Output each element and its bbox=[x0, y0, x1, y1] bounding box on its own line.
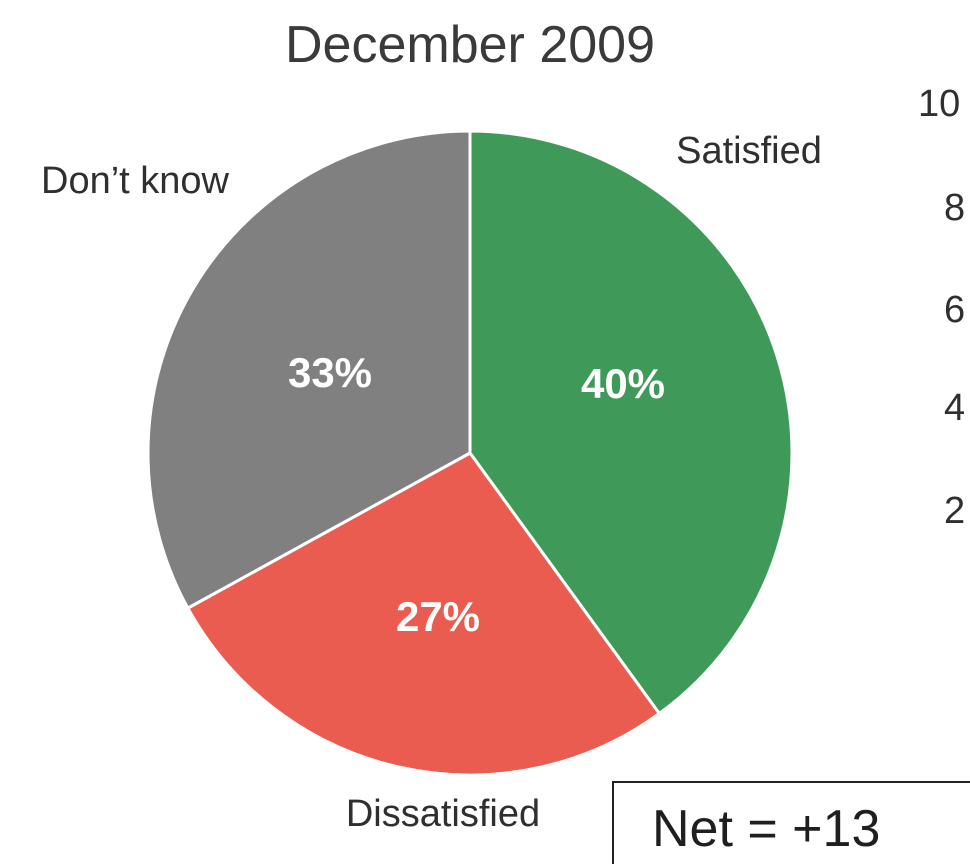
slice-label-dissatisfied: Dissatisfied bbox=[346, 793, 540, 835]
axis-tick-10: 10 bbox=[918, 83, 960, 125]
axis-tick-8: 8 bbox=[944, 187, 965, 229]
partial-axis: 10 8 6 4 2 bbox=[918, 83, 965, 532]
axis-tick-6: 6 bbox=[944, 289, 965, 331]
pie-slice-dont-know bbox=[146, 129, 472, 610]
pie-slice-dissatisfied bbox=[186, 451, 661, 777]
net-annotation-box: Net = +13 bbox=[612, 781, 970, 864]
net-annotation-text: Net = +13 bbox=[652, 800, 880, 858]
axis-tick-2: 2 bbox=[944, 490, 965, 532]
slice-value-label-dont-know: 33% bbox=[288, 349, 372, 396]
pie-slice-satisfied bbox=[468, 129, 794, 716]
chart-title: December 2009 bbox=[285, 16, 655, 74]
slice-value-label-satisfied: 40% bbox=[581, 360, 665, 407]
net-box-border bbox=[612, 781, 970, 864]
slice-label-dont-know: Don’t know bbox=[41, 160, 230, 202]
slice-label-satisfied: Satisfied bbox=[676, 130, 822, 172]
pie-slices bbox=[146, 129, 794, 777]
axis-tick-4: 4 bbox=[944, 387, 965, 429]
slice-value-label-dissatisfied: 27% bbox=[396, 593, 480, 640]
